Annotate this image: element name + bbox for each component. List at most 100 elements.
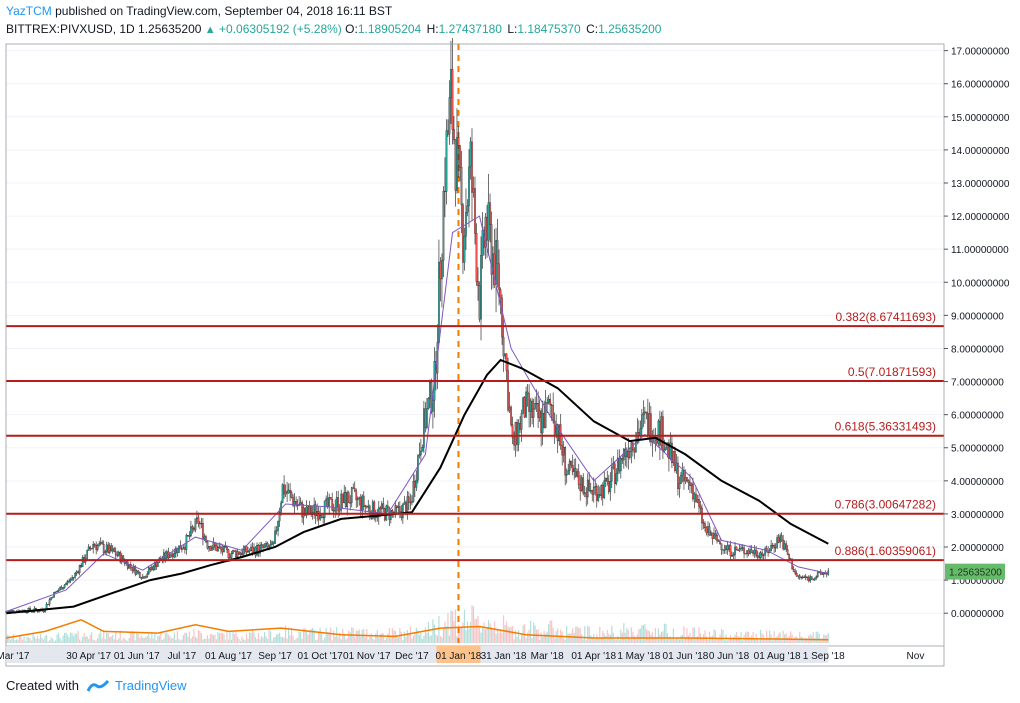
candle-body	[382, 503, 385, 509]
volume-bar	[785, 633, 787, 643]
volume-bar	[221, 632, 224, 643]
volume-bar	[677, 636, 679, 643]
y-tick-label: 14.00000000	[951, 146, 1010, 157]
volume-bar	[533, 622, 535, 643]
volume-bar	[805, 637, 807, 643]
candle-body	[731, 555, 733, 557]
volume-bar	[405, 636, 407, 643]
candle-body	[427, 398, 430, 409]
volume-bar	[656, 636, 658, 643]
candle-body	[450, 69, 452, 98]
volume-bar	[185, 632, 187, 643]
candle-body	[299, 502, 302, 505]
volume-bar	[265, 636, 267, 643]
volume-bar	[653, 636, 655, 643]
tradingview-brand-link[interactable]: TradingView	[114, 678, 187, 693]
candle-body	[365, 505, 368, 508]
candle-body	[561, 444, 564, 456]
candle-body	[328, 497, 331, 507]
candle-body	[250, 546, 252, 551]
volume-bar	[100, 629, 102, 643]
volume-bar	[112, 635, 114, 643]
candle-body	[447, 130, 449, 135]
volume-bar	[429, 635, 431, 643]
volume-bar	[79, 639, 81, 643]
candle-body	[516, 422, 518, 445]
volume-bar	[597, 638, 599, 643]
volume-bar	[375, 633, 377, 643]
x-tick-label: 01 Aug '17	[205, 651, 252, 662]
candle-body	[471, 141, 473, 193]
x-tick-label: 01 Aug '18	[754, 651, 801, 662]
volume-bar	[104, 639, 106, 643]
candle-body	[104, 551, 107, 553]
candle-body	[576, 471, 579, 477]
volume-bar	[133, 631, 135, 643]
candle-body	[504, 353, 506, 357]
volume-bar	[229, 632, 231, 643]
candle-body	[86, 550, 89, 559]
candle-body	[642, 412, 645, 416]
candle-body	[717, 540, 720, 542]
volume-bar	[668, 637, 670, 643]
candle-body	[594, 486, 597, 488]
volume-bar	[746, 631, 748, 643]
volume-bar	[220, 632, 222, 643]
volume-bar	[579, 627, 581, 643]
volume-bar	[499, 629, 502, 643]
candle-body	[801, 576, 804, 578]
author-name[interactable]: YazTCM	[6, 4, 52, 18]
candle-body	[601, 485, 604, 498]
candle-body	[38, 611, 40, 613]
volume-bar	[696, 636, 699, 643]
plot-frame	[5, 43, 945, 667]
volume-bar	[358, 629, 360, 643]
volume-bar	[430, 635, 433, 643]
volume-bar	[465, 630, 467, 643]
volume-bar	[731, 639, 733, 643]
volume-bar	[41, 637, 43, 643]
candle-body	[616, 457, 619, 474]
volume-bar	[91, 632, 93, 643]
candle-body	[463, 236, 466, 263]
volume-bar	[172, 638, 174, 643]
candle-body	[188, 535, 191, 537]
volume-bar	[391, 628, 393, 643]
volume-bar	[194, 636, 197, 643]
volume-bar	[224, 640, 227, 643]
volume-bar	[327, 632, 329, 643]
volume-bar	[8, 635, 10, 643]
volume-bar	[508, 627, 511, 643]
volume-bar	[498, 632, 500, 643]
candle-body	[150, 566, 153, 570]
volume-bar	[701, 637, 703, 643]
created-with-text: Created with	[6, 678, 79, 693]
candle-body	[543, 413, 545, 428]
candle-body	[93, 544, 96, 546]
candle-body	[403, 502, 406, 505]
candle-body	[684, 477, 687, 482]
candle-body	[755, 549, 757, 556]
volume-bar	[169, 635, 171, 643]
x-tick-label: Dec '17	[395, 651, 429, 662]
candle-body	[785, 543, 788, 550]
candle-body	[265, 543, 267, 547]
volume-bar	[173, 632, 175, 643]
price-chart[interactable]: 0.382(8.67411693) 0.5(7.01871593) 0.618(5.…	[0, 38, 1020, 670]
candle-body	[409, 501, 412, 504]
candle-body	[456, 137, 458, 191]
candle-body	[532, 408, 535, 418]
candle-body	[63, 584, 66, 588]
candle-body	[209, 546, 212, 551]
volume-bar	[45, 634, 48, 643]
candle-body	[692, 483, 694, 500]
candle-body	[356, 498, 359, 501]
candle-body	[284, 491, 287, 495]
volume-bar	[471, 605, 473, 643]
candle-body	[346, 492, 349, 508]
volume-bar	[744, 632, 747, 643]
volume-bar	[92, 639, 94, 643]
candle-body	[562, 447, 565, 456]
candle-body	[764, 548, 766, 556]
candle-body	[308, 505, 311, 514]
